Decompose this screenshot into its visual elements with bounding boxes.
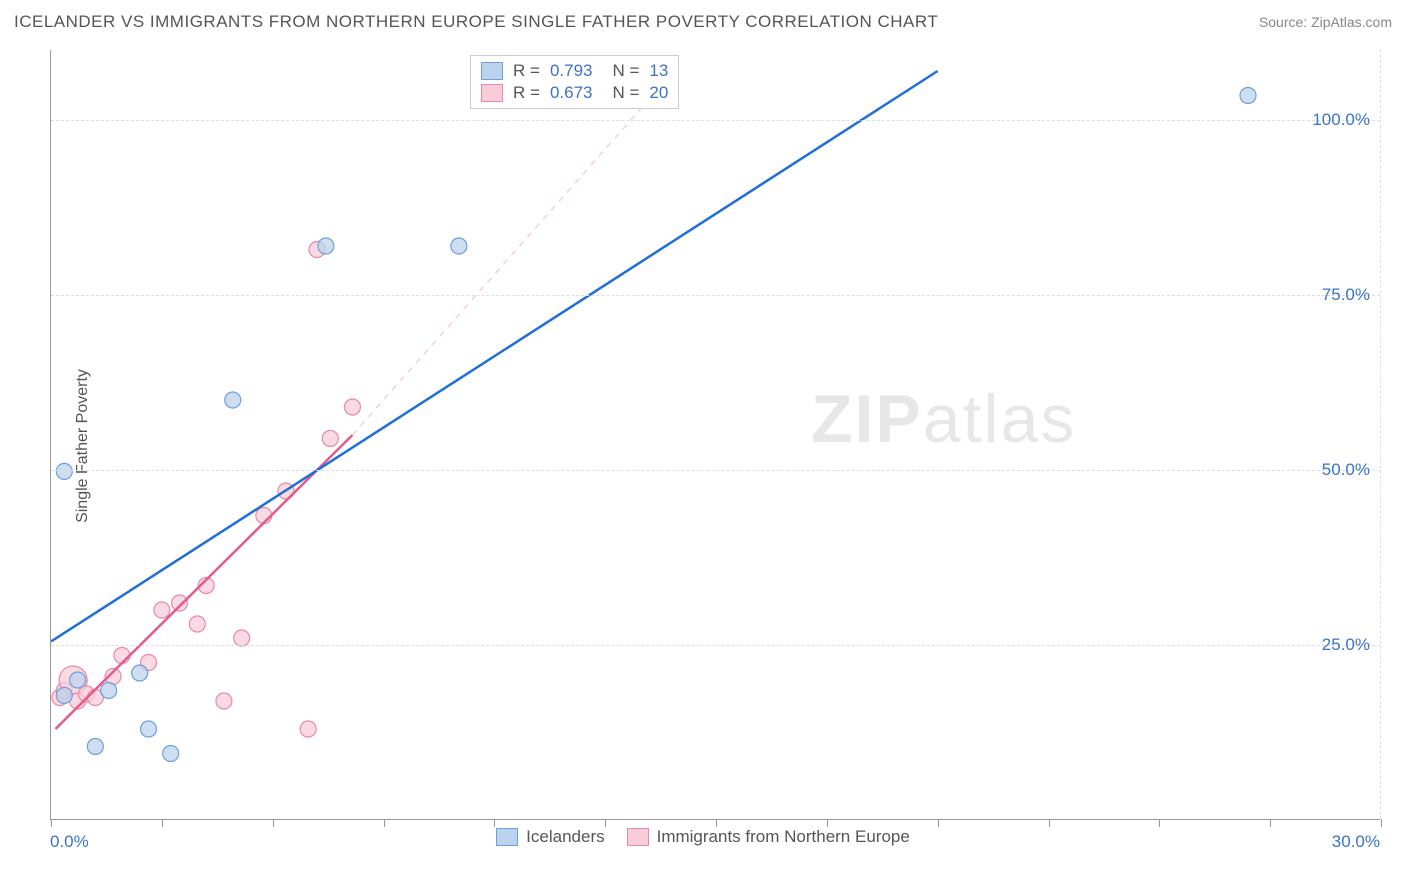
- legend-series-name: Icelanders: [526, 827, 604, 847]
- chart-svg: [51, 50, 1381, 820]
- x-tick: [51, 819, 52, 827]
- y-tick-label: 75.0%: [1322, 285, 1370, 305]
- legend-swatch: [481, 62, 503, 80]
- legend-swatch: [496, 828, 518, 846]
- grid-line-h: [51, 645, 1380, 646]
- legend-r-label: R =: [513, 83, 540, 103]
- plot-area: ZIPatlas 25.0%50.0%75.0%100.0%: [50, 50, 1380, 820]
- legend-r-value: 0.793: [550, 61, 593, 81]
- grid-line-h: [51, 295, 1380, 296]
- chart-source: Source: ZipAtlas.com: [1259, 14, 1392, 30]
- x-tick: [494, 819, 495, 827]
- y-tick-label: 100.0%: [1312, 110, 1370, 130]
- legend-n-label: N =: [612, 83, 639, 103]
- y-tick-label: 50.0%: [1322, 460, 1370, 480]
- grid-line-h: [51, 120, 1380, 121]
- legend-n-value: 20: [649, 83, 668, 103]
- x-tick: [716, 819, 717, 827]
- legend-bottom-item: Icelanders: [496, 827, 604, 847]
- legend-r-label: R =: [513, 61, 540, 81]
- legend-n-value: 13: [649, 61, 668, 81]
- legend-bottom-item: Immigrants from Northern Europe: [627, 827, 910, 847]
- x-tick: [938, 819, 939, 827]
- legend-swatch: [481, 84, 503, 102]
- legend-swatch: [627, 828, 649, 846]
- chart-header: ICELANDER VS IMMIGRANTS FROM NORTHERN EU…: [14, 12, 1392, 32]
- legend-row: R = 0.793 N = 13: [481, 60, 668, 82]
- x-tick: [162, 819, 163, 827]
- x-tick: [1270, 819, 1271, 827]
- series-legend: Icelanders Immigrants from Northern Europ…: [0, 827, 1406, 847]
- legend-n-label: N =: [612, 61, 639, 81]
- x-tick: [273, 819, 274, 827]
- x-tick: [1159, 819, 1160, 827]
- y-tick-label: 25.0%: [1322, 635, 1370, 655]
- grid-line-h: [51, 470, 1380, 471]
- correlation-legend: R = 0.793 N = 13 R = 0.673 N = 20: [470, 55, 679, 109]
- x-tick: [1049, 819, 1050, 827]
- x-tick: [1381, 819, 1382, 827]
- legend-series-name: Immigrants from Northern Europe: [657, 827, 910, 847]
- x-tick: [827, 819, 828, 827]
- chart-title: ICELANDER VS IMMIGRANTS FROM NORTHERN EU…: [14, 12, 938, 32]
- legend-row: R = 0.673 N = 20: [481, 82, 668, 104]
- legend-r-value: 0.673: [550, 83, 593, 103]
- x-tick: [605, 819, 606, 827]
- x-tick: [384, 819, 385, 827]
- grid-line-v-right: [1380, 50, 1381, 819]
